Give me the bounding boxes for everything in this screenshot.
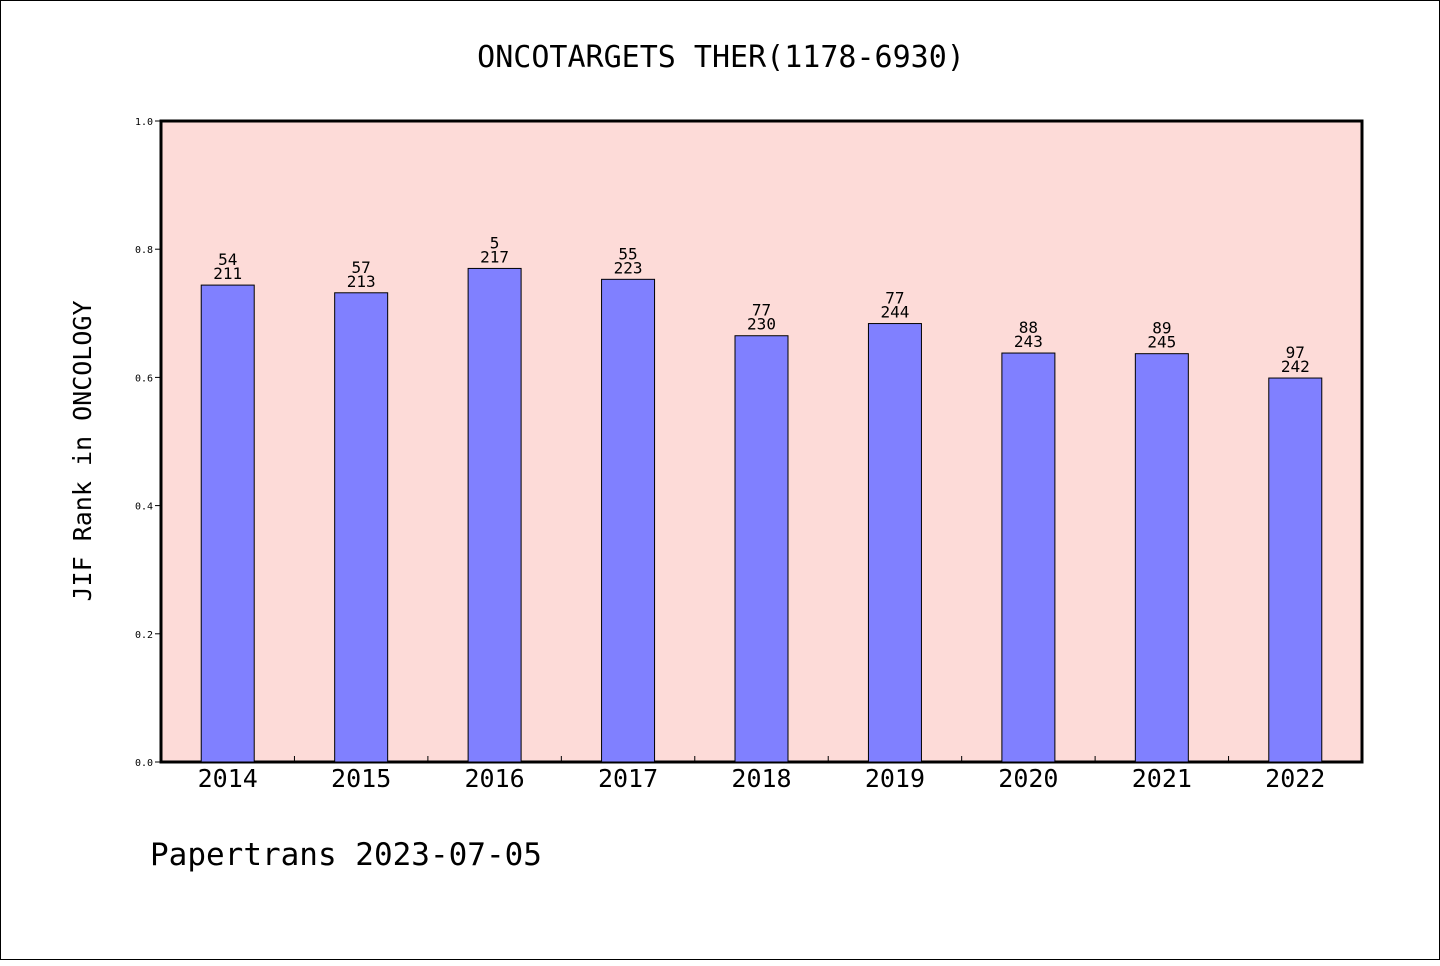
bar-rank-label: 5 [490,233,500,252]
bar [1134,353,1189,763]
x-tick-label: 2015 [331,764,391,793]
bar-rank-label: 57 [352,258,371,277]
bar-total-label: 213 [347,272,376,291]
bar-rank-label: 89 [1152,319,1171,338]
bar-rank-label: 77 [885,289,904,308]
bar-total-label: 217 [480,247,509,266]
bar [467,267,522,763]
bar-total-label: 230 [747,315,776,334]
x-tick-label: 2014 [198,764,258,793]
y-tick-label: 0.6 [135,373,153,384]
bar-total-label: 223 [614,258,643,277]
bar [734,335,789,763]
y-tick-label: 0.8 [135,245,153,256]
footer-text: Papertrans 2023-07-05 [150,837,542,873]
bar-total-label: 245 [1147,333,1176,352]
bar-total-label: 242 [1281,357,1310,376]
x-tick-label: 2017 [598,764,658,793]
x-tick-label: 2020 [998,764,1058,793]
x-tick-label: 2016 [465,764,525,793]
y-tick-label: 0.0 [135,758,153,769]
bar [1268,377,1323,763]
bar-total-label: 243 [1014,332,1043,351]
y-axis-label: JIF Rank in ONCOLOGY [68,300,97,601]
chart-title: ONCOTARGETS THER(1178-6930) [477,40,965,75]
bar [867,323,922,763]
bar-rank-label: 97 [1286,343,1305,362]
bar-total-label: 244 [880,303,909,322]
x-tick-label: 2021 [1132,764,1192,793]
x-tick-label: 2018 [731,764,791,793]
bar [601,278,656,763]
x-tick-label: 2022 [1265,764,1325,793]
y-tick-label: 0.4 [135,502,153,513]
bar [1001,352,1056,763]
bar [334,292,389,763]
bar-rank-label: 55 [618,244,637,263]
y-tick-label: 1.0 [135,117,153,128]
bar-total-label: 211 [213,264,242,283]
bar-rank-label: 77 [752,301,771,320]
bar-rank-label: 88 [1019,318,1038,337]
x-tick-label: 2019 [865,764,925,793]
bar-rank-label: 54 [218,250,237,269]
bar [200,284,255,763]
y-tick-label: 0.2 [135,630,153,641]
